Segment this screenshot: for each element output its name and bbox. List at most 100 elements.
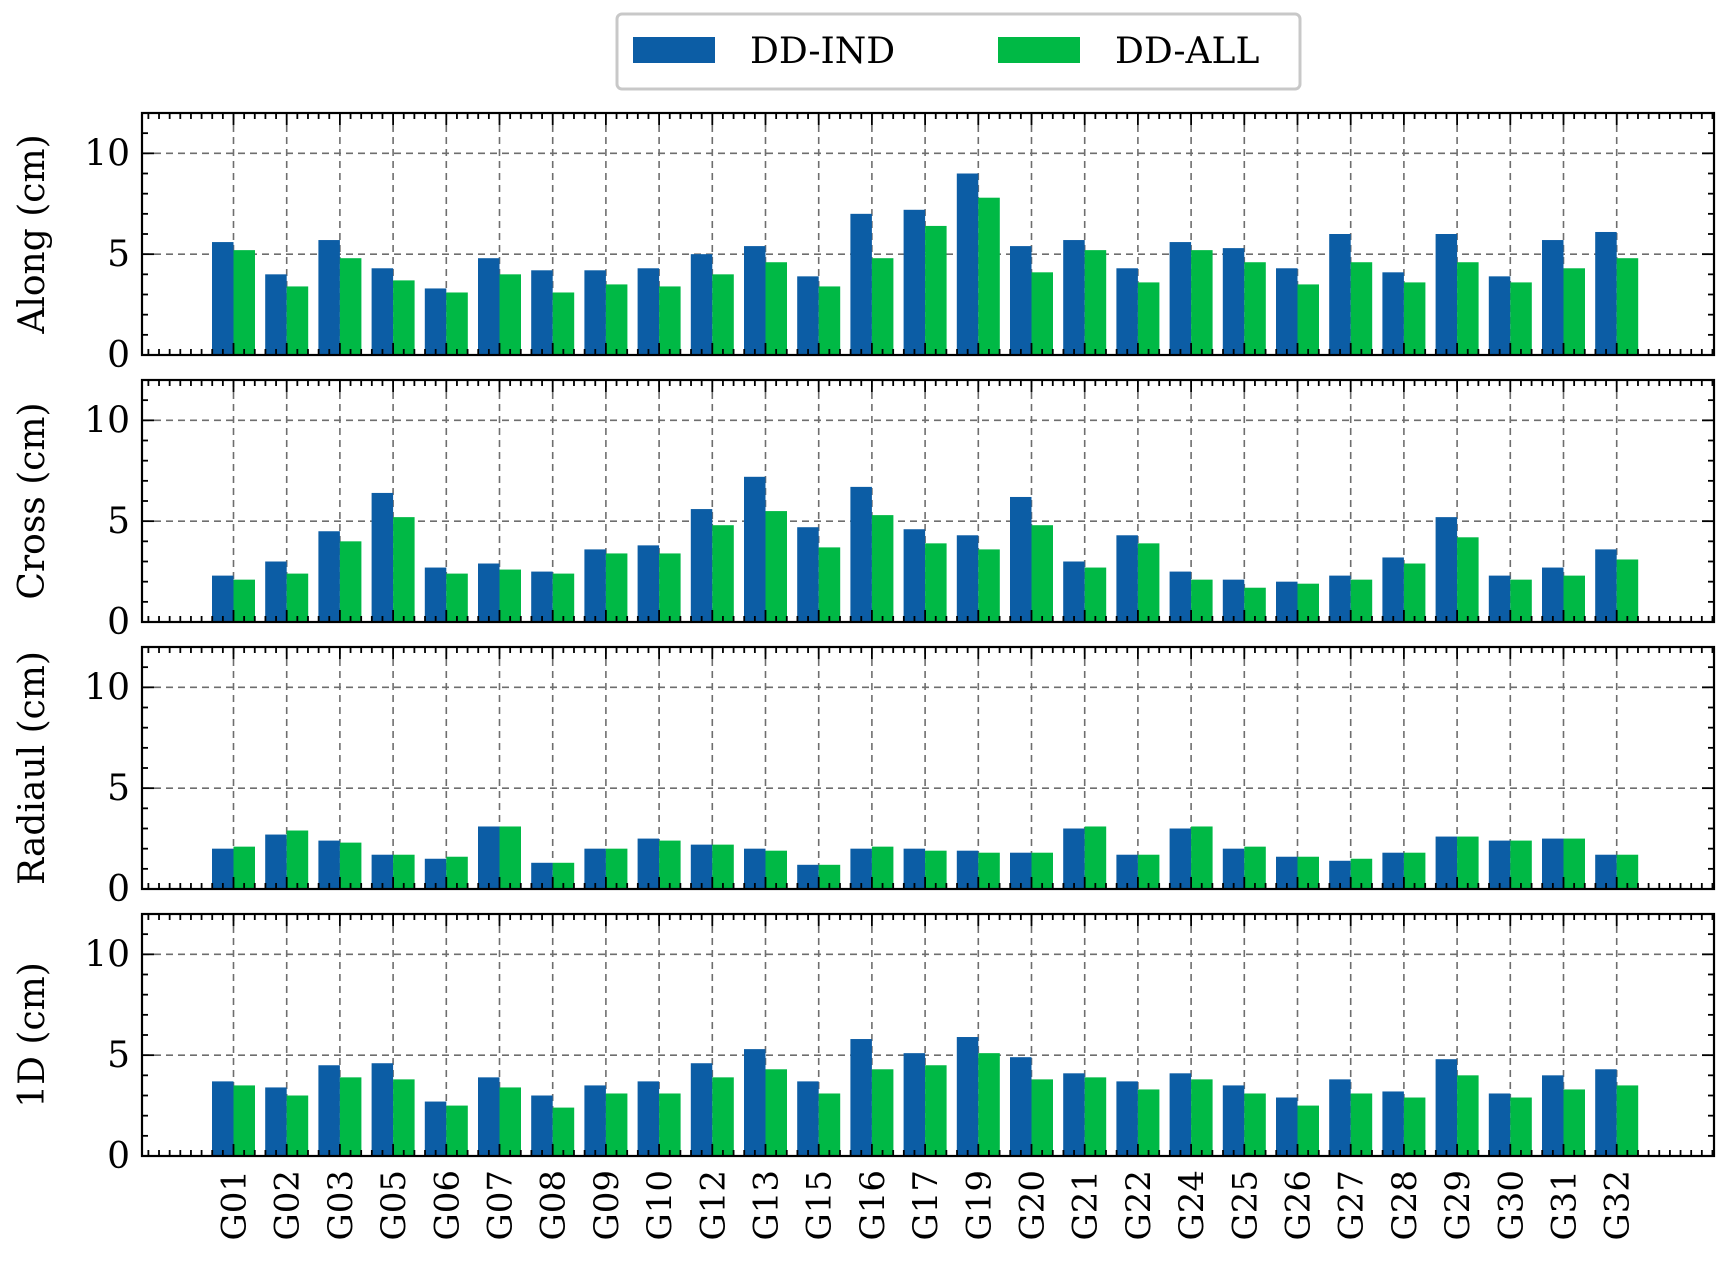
bar-dd-all-g25: [1244, 587, 1266, 622]
bar-dd-ind-g20: [1010, 1057, 1032, 1156]
bar-dd-ind-g28: [1382, 852, 1404, 889]
bar-dd-all-g02: [286, 286, 309, 355]
bar-dd-all-g06: [446, 292, 468, 355]
bar-dd-ind-g15: [797, 864, 819, 889]
bar-dd-ind-g10: [637, 838, 660, 889]
legend: DD-IND DD-ALL: [615, 12, 1302, 91]
bar-dd-all-g06: [446, 856, 468, 889]
y-tick-label: 0: [107, 1136, 130, 1177]
bar-dd-ind-g02: [265, 834, 287, 889]
bar-dd-ind-g12: [690, 254, 713, 355]
x-tick-label-g22: G22: [1119, 1170, 1159, 1240]
bar-dd-ind-g06: [424, 567, 447, 622]
bar-dd-ind-g27: [1329, 234, 1351, 355]
bar-dd-all-g21: [1084, 1077, 1107, 1156]
bar-dd-ind-g06: [424, 1101, 447, 1156]
bar-dd-all-g15: [818, 547, 841, 622]
bar-dd-ind-g08: [531, 270, 553, 355]
bar-dd-ind-g15: [797, 527, 819, 622]
bar-dd-all-g13: [765, 511, 787, 622]
bar-dd-all-g03: [339, 1077, 362, 1156]
bar-dd-all-g10: [659, 553, 681, 622]
bar-dd-all-g06: [446, 573, 468, 622]
bar-dd-ind-g21: [1063, 240, 1085, 355]
bar-dd-ind-g05: [371, 1063, 394, 1156]
x-tick-label-g10: G10: [640, 1170, 680, 1240]
bar-dd-all-g24: [1191, 826, 1213, 889]
y-axis-label: Cross (cm): [12, 402, 53, 599]
x-tick-label-g26: G26: [1279, 1170, 1319, 1240]
bar-dd-ind-g30: [1488, 575, 1511, 622]
bar-dd-ind-g07: [478, 258, 500, 355]
bar-dd-all-g16: [871, 258, 894, 355]
bar-dd-all-g01: [233, 250, 255, 355]
y-axis-label: Along (cm): [12, 134, 53, 334]
bar-dd-all-g31: [1563, 575, 1585, 622]
y-tick-label: 10: [84, 934, 130, 975]
bar-dd-all-g29: [1457, 836, 1479, 889]
bar-dd-ind-g06: [424, 858, 447, 889]
panel-2: 0 5 10 Cross (cm): [12, 378, 1716, 643]
bar-dd-ind-g02: [265, 274, 287, 355]
bar-dd-ind-g24: [1169, 828, 1192, 889]
x-tick-label-g24: G24: [1172, 1170, 1212, 1240]
x-tick-label-g06: G06: [427, 1170, 467, 1240]
bar-dd-all-g22: [1137, 282, 1160, 355]
bar-dd-all-g30: [1510, 579, 1532, 622]
bar-dd-ind-g02: [265, 561, 287, 622]
bar-dd-ind-g26: [1276, 856, 1298, 889]
bar-dd-ind-g15: [797, 1081, 819, 1156]
x-tick-label-g07: G07: [481, 1170, 521, 1240]
bar-dd-all-g01: [233, 1085, 255, 1156]
bar-dd-ind-g29: [1435, 1059, 1458, 1156]
bar-dd-ind-g25: [1222, 579, 1245, 622]
panel-4: 0 5 10 1D (cm): [12, 912, 1716, 1177]
bar-dd-ind-g10: [637, 268, 660, 355]
bar-dd-all-g24: [1191, 1079, 1213, 1156]
bar-dd-all-g15: [818, 864, 841, 889]
bar-dd-ind-g09: [584, 848, 606, 889]
y-tick-label: 0: [107, 335, 130, 376]
bar-dd-all-g15: [818, 286, 841, 355]
bar-dd-all-g22: [1137, 1089, 1160, 1156]
bar-dd-all-g28: [1403, 563, 1426, 622]
legend-box: [615, 12, 1302, 91]
bar-dd-ind-g20: [1010, 246, 1032, 355]
bar-dd-ind-g08: [531, 862, 553, 889]
bar-dd-ind-g07: [478, 826, 500, 889]
bar-dd-ind-g17: [903, 848, 926, 889]
y-tick-label: 5: [107, 501, 130, 542]
bar-dd-ind-g06: [424, 288, 447, 355]
bar-dd-ind-g01: [212, 848, 234, 889]
bar-dd-all-g08: [552, 862, 575, 889]
bar-dd-all-g02: [286, 830, 309, 889]
bar-dd-ind-g21: [1063, 1073, 1085, 1156]
bar-dd-all-g03: [339, 258, 362, 355]
bar-dd-ind-g24: [1169, 1073, 1192, 1156]
bar-dd-all-g26: [1297, 583, 1319, 622]
bar-dd-ind-g09: [584, 549, 606, 622]
bar-dd-all-g27: [1350, 858, 1373, 889]
panels: 0 5 10 Along (cm) 0 5 10 Cross (cm) 0 5 10 Radiaul …: [12, 111, 1716, 1177]
x-tick-label-g32: G32: [1598, 1170, 1638, 1240]
bar-dd-all-g30: [1510, 282, 1532, 355]
bar-dd-ind-g17: [903, 1053, 926, 1156]
bar-dd-all-g22: [1137, 543, 1160, 622]
bar-dd-ind-g28: [1382, 557, 1404, 622]
bar-dd-all-g26: [1297, 284, 1319, 355]
bar-dd-all-g01: [233, 579, 255, 622]
y-tick-label: 10: [84, 133, 130, 174]
x-tick-label-g19: G19: [959, 1170, 999, 1240]
legend-label-dd-ind: DD-IND: [750, 31, 895, 72]
bar-dd-ind-g13: [744, 476, 766, 622]
x-tick-labels: G01 G02 G03 G05 G06 G07 G08 G09 G10 G12 G13 G15 G16 G…: [215, 1170, 1638, 1240]
bar-dd-all-g09: [605, 848, 628, 889]
bar-dd-all-g06: [446, 1105, 468, 1156]
bar-dd-ind-g07: [478, 1077, 500, 1156]
bar-dd-all-g13: [765, 262, 787, 355]
bar-dd-all-g32: [1616, 1085, 1639, 1156]
bar-dd-all-g03: [339, 541, 362, 622]
bar-dd-all-g27: [1350, 262, 1373, 355]
bar-dd-all-g07: [499, 274, 521, 355]
